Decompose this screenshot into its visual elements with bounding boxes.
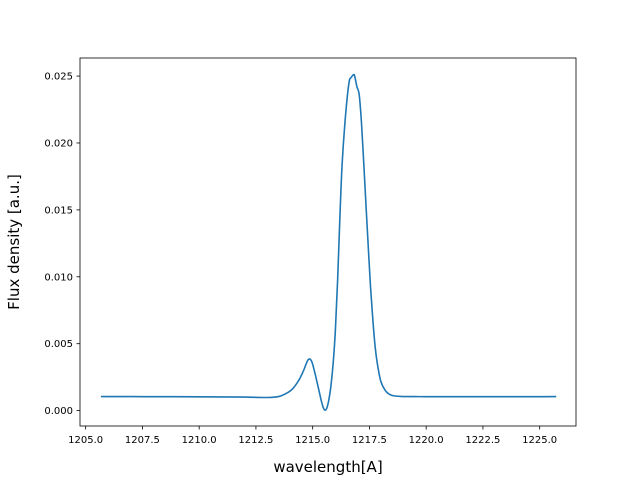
x-tick-label: 1207.5: [125, 435, 160, 446]
y-axis-label: Flux density [a.u.]: [5, 174, 23, 310]
x-tick-label: 1217.5: [352, 435, 387, 446]
plot-frame: [79, 57, 577, 427]
x-axis-label: wavelength[A]: [273, 458, 382, 476]
series-line: [100, 73, 557, 411]
x-tick-label: 1212.5: [238, 435, 273, 446]
y-tick-label: 0.005: [44, 339, 73, 350]
x-tick-label: 1225.0: [522, 435, 557, 446]
x-tick-label: 1205.0: [68, 435, 103, 446]
x-axis-ticks: 1205.0 1207.5 1210.0 1212.5 1215.0 1217.5 1220…: [68, 426, 557, 446]
y-axis-ticks: 0.000 0.005 0.010 0.015 0.020 0.025: [44, 72, 80, 417]
y-tick-label: 0.000: [44, 406, 73, 417]
y-tick-label: 0.015: [44, 205, 73, 216]
x-tick-label: 1215.0: [295, 435, 330, 446]
y-tick-label: 0.020: [44, 138, 73, 149]
y-tick-label: 0.010: [44, 272, 73, 283]
y-tick-label: 0.025: [44, 72, 73, 83]
x-tick-label: 1210.0: [182, 435, 217, 446]
x-tick-label: 1222.5: [465, 435, 500, 446]
x-tick-label: 1220.0: [409, 435, 444, 446]
